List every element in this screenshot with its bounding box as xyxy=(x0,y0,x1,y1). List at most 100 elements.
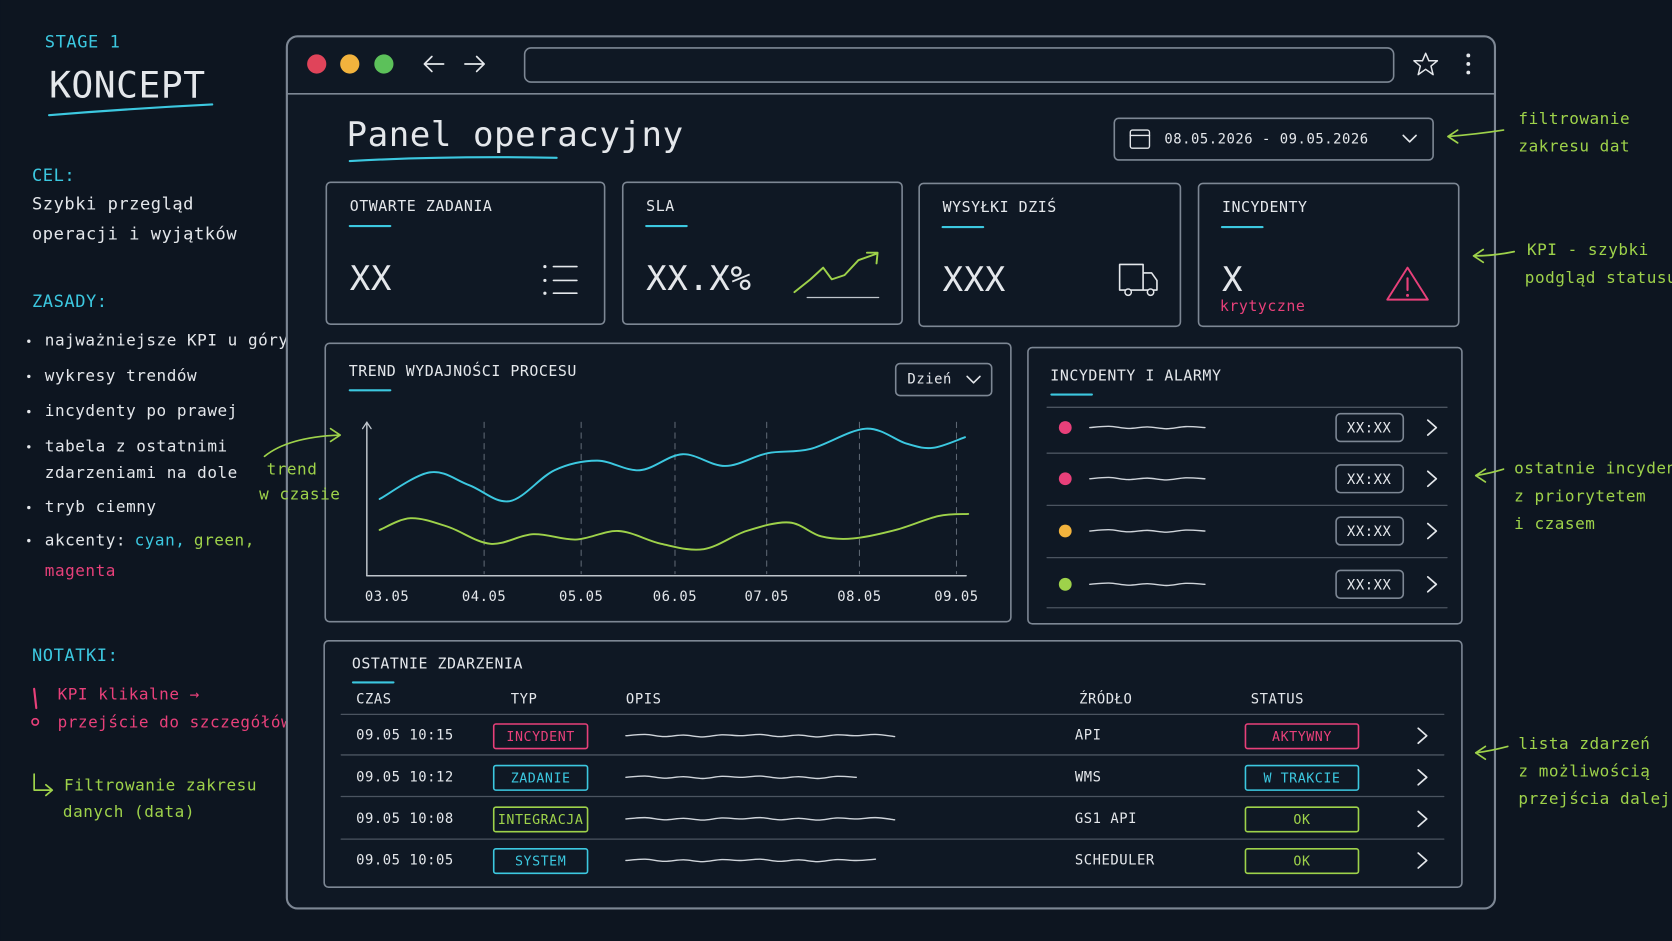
kpi-value: XX.X% xyxy=(646,259,751,299)
kpi-value: X xyxy=(1222,260,1243,300)
column-header: ŹRÓDŁO xyxy=(1079,689,1132,707)
chevron[interactable] xyxy=(1417,769,1428,786)
remark-text: KPI klikalne → xyxy=(58,685,200,704)
bookmark-star xyxy=(1413,52,1439,76)
annotation-arrow xyxy=(1472,250,1516,257)
annotation-text: z możliwością xyxy=(1518,761,1650,780)
chevron[interactable] xyxy=(1426,470,1438,488)
accent-label: akcenty: xyxy=(45,530,126,549)
menu-dot xyxy=(1466,62,1471,66)
truck-icon xyxy=(1146,288,1155,297)
rule-text: wykresy trendów xyxy=(45,366,197,385)
exclamation-dot xyxy=(31,717,40,726)
event-time: 09.05 10:15 xyxy=(356,728,454,744)
x-tick-label: 06.05 xyxy=(653,589,697,605)
bullet xyxy=(27,445,31,449)
forward-button[interactable] xyxy=(464,55,485,73)
x-tick-label: 08.05 xyxy=(837,589,881,605)
incident-time: XX:XX xyxy=(1347,421,1392,437)
dropdown-chevron xyxy=(966,375,981,384)
chevron[interactable] xyxy=(1426,576,1438,593)
back-button[interactable] xyxy=(423,55,445,73)
panel-title: INCYDENTY I ALARMY xyxy=(1050,366,1221,384)
y-axis xyxy=(361,421,372,430)
annotation-arrow xyxy=(1474,468,1505,477)
annotation-text: trend xyxy=(267,460,318,479)
annotation-text: ostatnie incydenty xyxy=(1514,459,1672,478)
chevron[interactable] xyxy=(1417,727,1428,745)
trend-line-green xyxy=(378,512,970,551)
placeholder-text xyxy=(625,858,877,863)
kpi-label: WYSYŁKI DZIŚ xyxy=(943,198,1057,216)
incident-time: XX:XX xyxy=(1347,472,1392,488)
section-heading: CEL: xyxy=(32,166,75,186)
annotation-text: lista zdarzeń xyxy=(1518,734,1650,753)
bullet xyxy=(27,538,31,543)
time-badge xyxy=(1335,412,1405,443)
kpi-label: SLA xyxy=(646,197,675,215)
column-header: STATUS xyxy=(1251,691,1304,707)
window-button xyxy=(374,54,394,74)
type-badge xyxy=(492,847,589,875)
section-heading: ZASADY: xyxy=(32,292,108,312)
status-badge xyxy=(1244,847,1360,875)
date-range-picker[interactable] xyxy=(1113,117,1434,161)
placeholder-text xyxy=(1089,425,1206,430)
priority-dot xyxy=(1058,524,1072,538)
truck-icon xyxy=(1124,288,1133,297)
goal-text: operacji i wyjątków xyxy=(32,225,237,245)
kpi-card[interactable] xyxy=(325,181,606,325)
annotation-arrow xyxy=(263,434,340,458)
status-badge xyxy=(1244,806,1360,833)
bullet xyxy=(27,409,31,414)
column-header: TYP xyxy=(511,691,538,707)
rule-text: akcenty: cyan, green, xyxy=(45,530,255,549)
event-type: SYSTEM xyxy=(515,855,566,870)
x-tick-label: 09.05 xyxy=(934,589,978,605)
chevron[interactable] xyxy=(1426,522,1438,540)
event-status: OK xyxy=(1293,813,1310,828)
incidents-panel xyxy=(1027,346,1463,625)
date-range: 08.05.2026 - 09.05.2026 xyxy=(1164,132,1368,148)
kpi-label: INCYDENTY xyxy=(1222,198,1308,216)
annotation-arrow xyxy=(329,427,342,443)
x-tick-label: 03.05 xyxy=(365,589,409,605)
annotation-text: filtrowanie xyxy=(1518,109,1630,128)
event-source: GS1 API xyxy=(1075,811,1137,827)
title-underline xyxy=(348,156,558,163)
accent-green: green, xyxy=(194,530,255,549)
warning-icon xyxy=(1406,293,1410,297)
trend-panel xyxy=(324,342,1012,623)
period-label: Dzień xyxy=(907,372,951,388)
placeholder-text xyxy=(1089,582,1206,587)
sparkline-icon xyxy=(865,251,879,265)
event-row[interactable] xyxy=(341,840,1444,881)
chevron[interactable] xyxy=(1426,419,1438,436)
goal-text: Szybki przegląd xyxy=(32,195,194,215)
period-dropdown[interactable] xyxy=(894,362,993,397)
annotation-text: zakresu dat xyxy=(1518,137,1630,156)
event-time: 09.05 10:05 xyxy=(356,852,454,868)
time-badge xyxy=(1335,516,1405,546)
event-time: 09.05 10:08 xyxy=(356,811,454,827)
panel-title: TREND WYDAJNOŚCI PROCESU xyxy=(349,362,577,380)
chevron[interactable] xyxy=(1417,852,1428,869)
chevron[interactable] xyxy=(1417,810,1428,828)
status-badge xyxy=(1244,764,1360,791)
event-type: ZADANIE xyxy=(511,771,571,786)
priority-dot xyxy=(1058,577,1072,591)
panel-title: OSTATNIE ZDARZENIA xyxy=(352,654,523,672)
address-bar[interactable] xyxy=(523,47,1395,83)
rule-text: zdarzeniami na dole xyxy=(45,463,238,482)
kpi-card[interactable] xyxy=(621,181,903,325)
remark-text: Filtrowanie zakresu xyxy=(64,775,257,794)
annotation-text: KPI - szybki xyxy=(1527,240,1649,259)
kpi-card[interactable] xyxy=(918,182,1182,328)
event-type: INTEGRACJA xyxy=(498,813,583,828)
annotation-text: z priorytetem xyxy=(1514,486,1646,505)
time-badge xyxy=(1335,569,1405,599)
rule-text: incydenty po prawej xyxy=(45,401,238,420)
window-button xyxy=(307,54,327,74)
kpi-card[interactable] xyxy=(1197,182,1460,328)
type-badge xyxy=(492,723,589,750)
